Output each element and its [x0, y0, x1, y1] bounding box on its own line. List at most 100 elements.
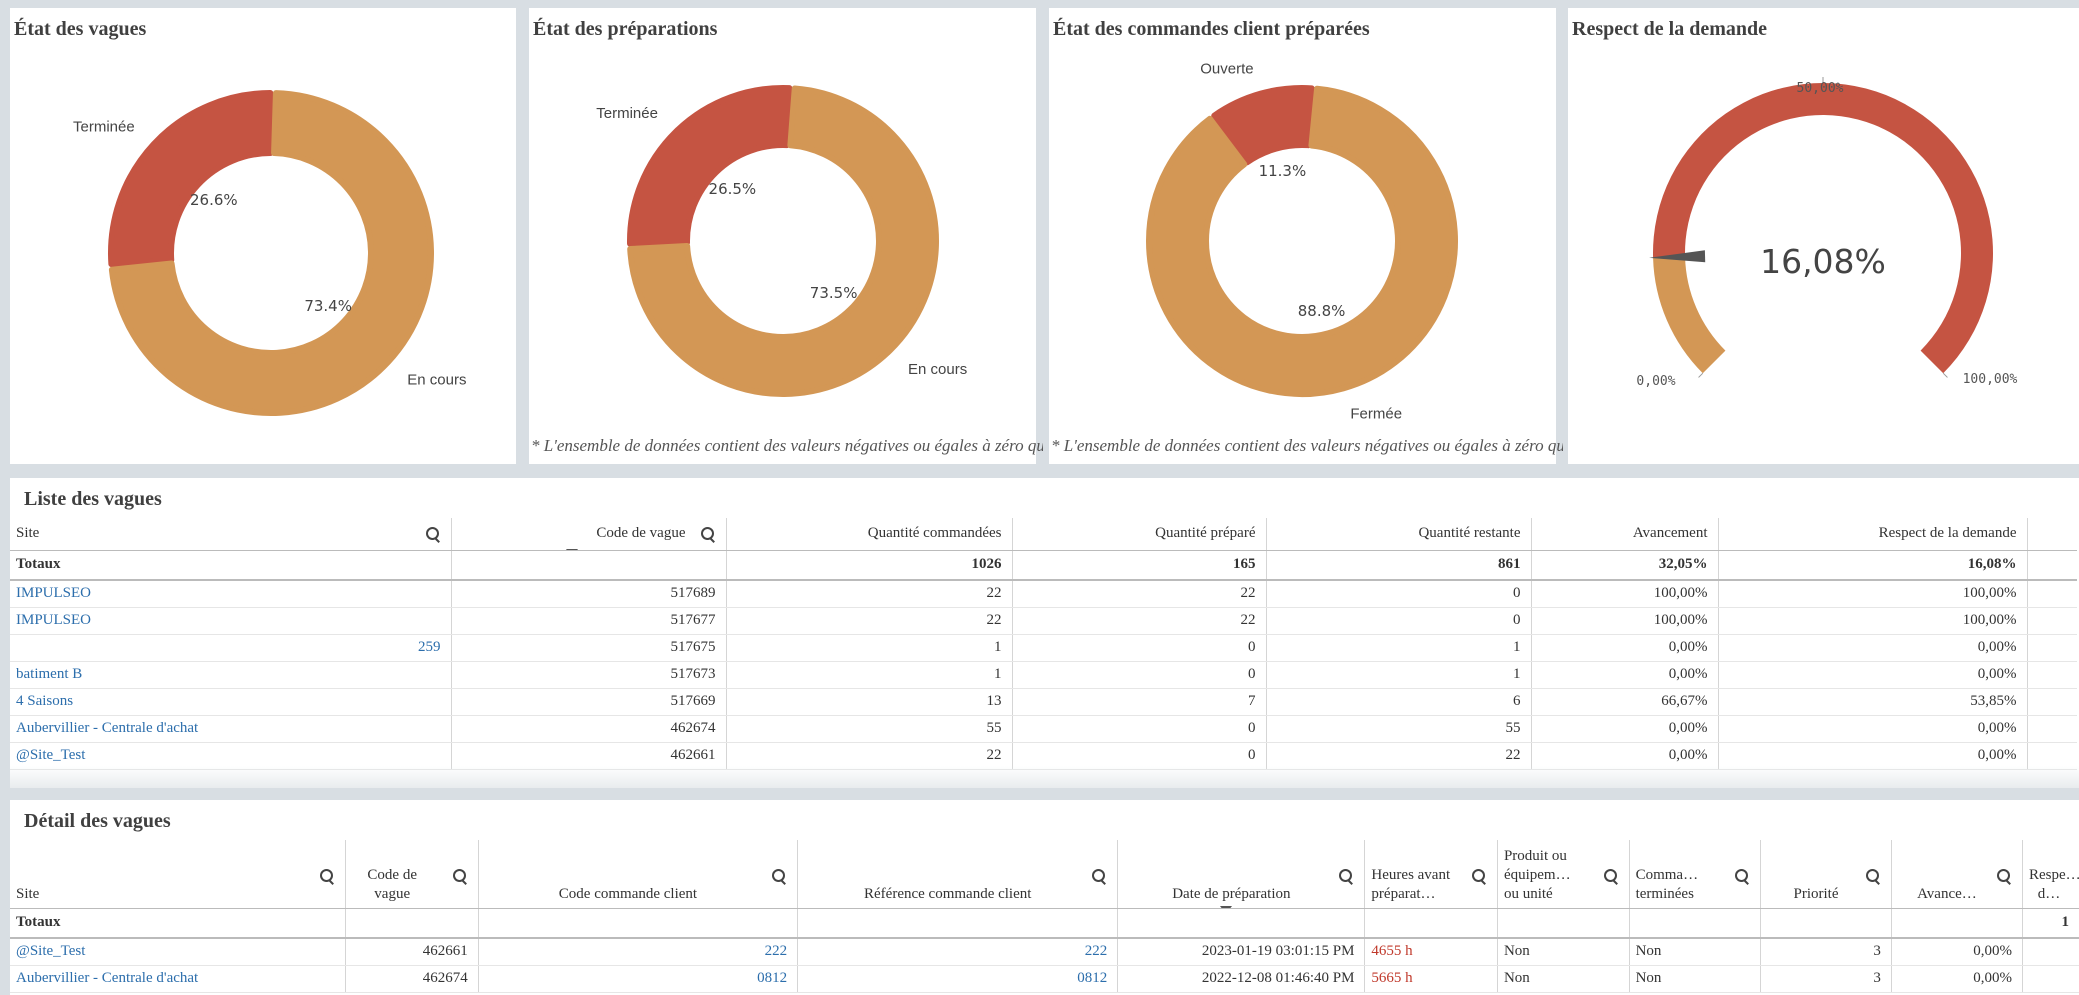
- search-icon[interactable]: [452, 868, 468, 884]
- commande-link[interactable]: 222: [797, 938, 1119, 966]
- table-cell: 517689: [451, 580, 727, 608]
- column-header-code-commande[interactable]: Code commande client: [478, 840, 799, 909]
- search-icon[interactable]: [1734, 868, 1750, 884]
- chart-panel-etat-commandes: État des commandes client préparées 11.3…: [1049, 8, 1563, 464]
- column-header-quantite-prepare[interactable]: Quantité préparé: [1012, 518, 1267, 551]
- donut-slice-fermée[interactable]: [1146, 85, 1458, 397]
- column-header-commandes-terminees[interactable]: Comma… terminées: [1629, 840, 1762, 909]
- site-link[interactable]: @Site_Test: [10, 742, 452, 770]
- table-cell: Non: [1629, 965, 1762, 993]
- table-row[interactable]: 4 Saisons 517669 13 7 6 66,67% 53,85%: [10, 688, 2077, 716]
- chart-title: État des commandes client préparées: [1053, 18, 1370, 40]
- search-icon[interactable]: [1996, 868, 2012, 884]
- table-cell: 517677: [451, 607, 727, 635]
- table-cell: 7: [1012, 688, 1267, 716]
- site-link[interactable]: IMPULSEO: [10, 580, 452, 608]
- liste-vagues-panel: Liste des vagues Site Code de vague Quan…: [10, 478, 2079, 788]
- commande-link[interactable]: 0812: [478, 965, 799, 993]
- table-row[interactable]: IMPULSEO 517677 22 22 0 100,00% 100,00%: [10, 607, 2077, 635]
- site-link[interactable]: 4 Saisons: [10, 688, 452, 716]
- table-cell: 100,00%: [1718, 607, 2028, 635]
- table-cell: 3: [1760, 965, 1892, 993]
- donut-chart-commandes[interactable]: 11.3% Ouverte 88.8% Fermée: [1049, 8, 1556, 464]
- donut-slice-ouverte[interactable]: [1211, 85, 1315, 166]
- table-cell: 22: [726, 607, 1013, 635]
- slice-percent-label: 26.6%: [190, 191, 238, 209]
- donut-chart-preparations[interactable]: 26.5% Terminée 73.5% En cours: [529, 8, 1036, 464]
- donut-slice-terminée[interactable]: [627, 85, 793, 247]
- slice-category-label: Terminée: [73, 118, 135, 135]
- chart-footnote: * L'ensemble de données contient des val…: [531, 436, 1043, 455]
- gauge-max-label: 100,00%: [1963, 372, 2018, 387]
- table-row[interactable]: IMPULSEO 517689 22 22 0 100,00% 100,00%: [10, 580, 2077, 608]
- site-link[interactable]: 259: [10, 634, 452, 662]
- search-icon[interactable]: [1603, 868, 1619, 884]
- site-link[interactable]: IMPULSEO: [10, 607, 452, 635]
- column-header-heures-avant[interactable]: Heures avant préparat…: [1364, 840, 1498, 909]
- search-icon[interactable]: [1865, 868, 1881, 884]
- search-icon[interactable]: [771, 868, 787, 884]
- table-cell: 100,00%: [1718, 580, 2028, 608]
- column-header-code-vague[interactable]: Code de vague: [345, 840, 479, 909]
- slice-category-label: Fermée: [1350, 405, 1402, 422]
- detail-vagues-panel: Détail des vagues Site Code de vague Cod…: [10, 800, 2079, 995]
- table-cell: 462661: [345, 938, 479, 966]
- donut-chart-vagues[interactable]: 26.6% Terminée 73.4% En cours: [10, 8, 516, 464]
- column-header-site[interactable]: Site: [10, 840, 347, 909]
- gauge-band-high[interactable]: [1653, 82, 1993, 374]
- gauge-band-low[interactable]: [1653, 256, 1726, 374]
- slice-category-label: En cours: [908, 361, 967, 378]
- search-icon[interactable]: [1471, 868, 1487, 884]
- column-header-respect[interactable]: Respe… d…: [2022, 840, 2079, 909]
- table-cell: 0,00%: [1718, 661, 2028, 689]
- donut-slice-en-cours[interactable]: [108, 90, 434, 416]
- table-row[interactable]: Aubervillier - Centrale d'achat 462674 081…: [10, 965, 2079, 993]
- donut-slice-terminée[interactable]: [108, 90, 274, 268]
- site-link[interactable]: Aubervillier - Centrale d'achat: [10, 965, 347, 993]
- table-cell: 0,00%: [1891, 965, 2023, 993]
- table-row[interactable]: 259 517675 1 0 1 0,00% 0,00%: [10, 634, 2077, 662]
- table-cell: Non: [1497, 938, 1630, 966]
- column-header-date-preparation[interactable]: Date de préparation: [1117, 840, 1366, 909]
- commande-link[interactable]: 222: [478, 938, 799, 966]
- table-cell: 2022-12-08 01:46:40 PM: [1117, 965, 1366, 993]
- table-row[interactable]: Aubervillier - Centrale d'achat 462674 55 0…: [10, 715, 2077, 743]
- table-cell: 0,00%: [1531, 742, 1719, 770]
- sort-desc-icon: [566, 549, 578, 550]
- column-header-avancement[interactable]: Avance…: [1891, 840, 2023, 909]
- table-cell: 1: [726, 661, 1013, 689]
- liste-vagues-table: Site Code de vague Quantité commandées Q…: [10, 518, 2077, 770]
- table-row[interactable]: batiment B 517673 1 0 1 0,00% 0,00%: [10, 661, 2077, 689]
- table-cell: 0: [1012, 661, 1267, 689]
- table-row[interactable]: @Site_Test 462661 22 0 22 0,00% 0,00%: [10, 742, 2077, 770]
- search-icon[interactable]: [319, 868, 335, 884]
- column-header-code-vague[interactable]: Code de vague: [451, 518, 727, 551]
- donut-slice-en-cours[interactable]: [627, 85, 939, 397]
- search-icon[interactable]: [1091, 868, 1107, 884]
- column-header-quantite-restante[interactable]: Quantité restante: [1266, 518, 1532, 551]
- site-link[interactable]: batiment B: [10, 661, 452, 689]
- sort-desc-icon: [1220, 906, 1233, 907]
- column-header-reference-commande[interactable]: Référence commande client: [797, 840, 1119, 909]
- column-header-site[interactable]: Site: [10, 518, 452, 551]
- table-cell: 55: [1266, 715, 1532, 743]
- column-header-avancement[interactable]: Avancement: [1531, 518, 1719, 551]
- table-cell: 1: [726, 634, 1013, 662]
- table-cell: 517669: [451, 688, 727, 716]
- table-cell: 0,00%: [1891, 938, 2023, 966]
- table-row[interactable]: @Site_Test 462661 222 222 2023-01-19 03:01:1…: [10, 938, 2079, 966]
- site-link[interactable]: @Site_Test: [10, 938, 347, 966]
- column-header-priorite[interactable]: Priorité: [1760, 840, 1892, 909]
- search-icon[interactable]: [425, 526, 441, 542]
- column-header-quantite-commandees[interactable]: Quantité commandées: [726, 518, 1013, 551]
- column-header-respect-demande[interactable]: Respect de la demande: [1718, 518, 2028, 551]
- table-cell: 22: [726, 742, 1013, 770]
- table-cell: 462661: [451, 742, 727, 770]
- column-header-produit[interactable]: Produit ou équipem… ou unité: [1497, 840, 1630, 909]
- table-cell: 0,00%: [1718, 742, 2028, 770]
- commande-link[interactable]: 0812: [797, 965, 1119, 993]
- site-link[interactable]: Aubervillier - Centrale d'achat: [10, 715, 452, 743]
- gauge-chart-respect[interactable]: 50,00% 0,00% 100,00% 16,08%: [1568, 8, 2079, 464]
- search-icon[interactable]: [1338, 868, 1354, 884]
- search-icon[interactable]: [700, 526, 716, 542]
